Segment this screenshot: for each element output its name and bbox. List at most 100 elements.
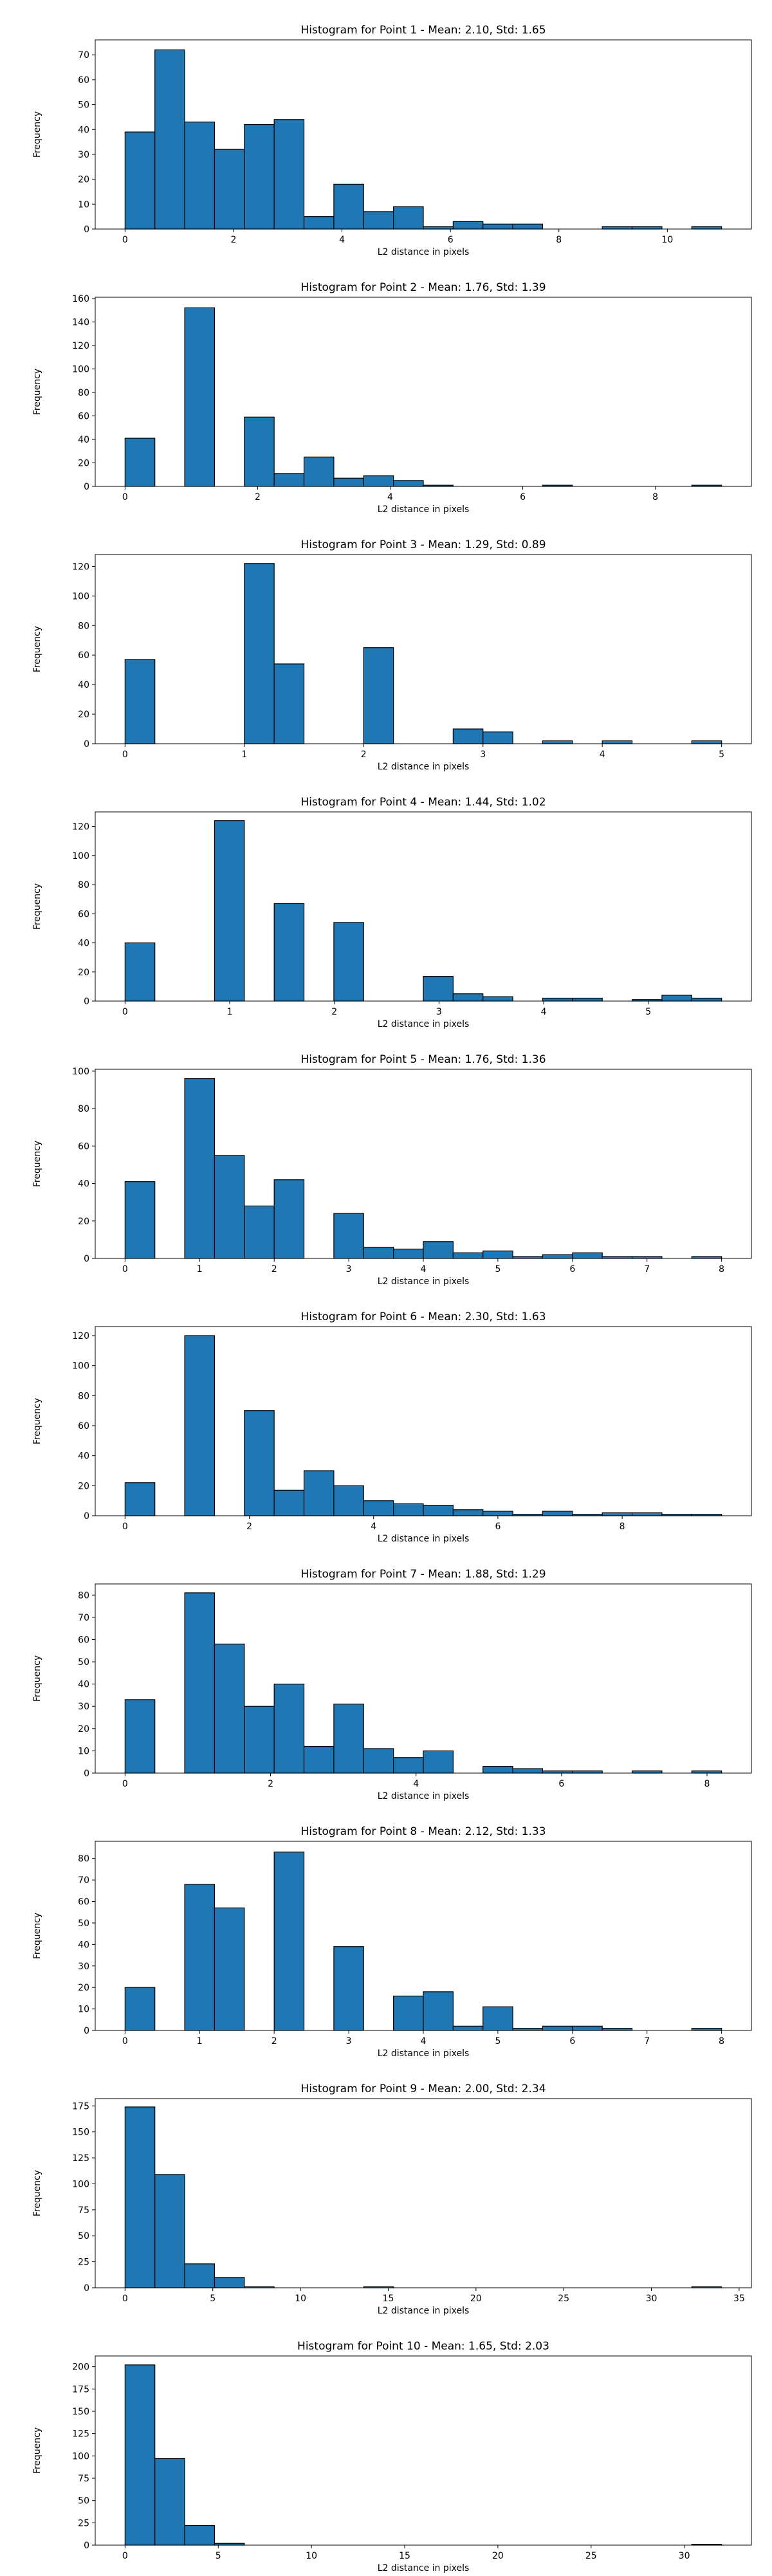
x-tick-label: 6 <box>520 492 526 502</box>
x-axis: 0 2 4 6 8 <box>122 486 658 502</box>
histogram-bar <box>244 563 275 744</box>
x-tick-label: 5 <box>719 750 724 760</box>
histogram-bar <box>184 1078 216 1259</box>
x-tick-label: 30 <box>646 2294 657 2304</box>
histogram-bar <box>124 2106 156 2288</box>
x-tick-label: 6 <box>448 235 454 245</box>
y-axis: 0 25 50 75 100 125 150 175 200 <box>72 2362 95 2551</box>
histogram-bar <box>244 416 275 487</box>
x-axis: 0 1 2 3 4 5 6 7 8 <box>122 2030 724 2047</box>
x-tick-label: 0 <box>122 235 128 245</box>
y-tick-label: 80 <box>78 1590 89 1601</box>
y-tick-label: 160 <box>72 294 89 304</box>
x-tick-label: 2 <box>361 750 367 760</box>
y-tick-label: 60 <box>78 75 89 86</box>
x-tick-label: 1 <box>197 1264 203 1274</box>
x-axis-label: L2 distance in pixels <box>378 504 470 515</box>
histogram-bar <box>452 221 484 230</box>
x-tick-label: 0 <box>122 1522 128 1532</box>
histogram-bar <box>124 1987 156 2031</box>
y-tick-label: 10 <box>78 1746 89 1756</box>
y-tick-label: 150 <box>72 2407 89 2417</box>
y-tick-label: 175 <box>72 2101 89 2111</box>
histogram-bar <box>273 1852 305 2031</box>
x-axis-label: L2 distance in pixels <box>378 1276 470 1287</box>
histogram-bar <box>512 1768 544 1774</box>
histogram-bar <box>273 1684 305 1774</box>
histogram-bar <box>124 659 156 744</box>
x-axis-label: L2 distance in pixels <box>378 1534 470 1544</box>
histogram-bar <box>214 1643 245 1774</box>
histogram-bar <box>452 728 484 744</box>
y-axis: 0 20 40 60 80 100 120 <box>72 1331 95 1522</box>
y-tick-label: 125 <box>72 2153 89 2164</box>
histogram-bar <box>303 1470 335 1516</box>
x-axis: 0 2 4 6 8 <box>122 1773 710 1789</box>
histogram-bar <box>512 223 544 230</box>
x-tick-label: 1 <box>227 1007 233 1017</box>
y-tick-label: 120 <box>72 1331 89 1341</box>
histogram-bar <box>184 122 216 230</box>
y-axis-label: Frequency <box>32 2427 42 2474</box>
y-tick-label: 70 <box>78 1875 89 1886</box>
y-axis-label: Frequency <box>32 369 42 415</box>
x-axis-label: L2 distance in pixels <box>378 2306 470 2316</box>
bars <box>124 2106 722 2288</box>
y-axis: 0 20 40 60 80 100 120 <box>72 562 95 750</box>
x-tick-label: 2 <box>255 492 261 502</box>
histogram-bar <box>452 1509 484 1516</box>
histogram-bar <box>542 1254 573 1259</box>
y-tick-label: 200 <box>72 2362 89 2373</box>
y-tick-label: 50 <box>78 2231 89 2241</box>
histogram-bar <box>154 2458 185 2546</box>
bars <box>124 820 722 1002</box>
chart-title: Histogram for Point 6 - Mean: 2.30, Std:… <box>300 1311 546 1323</box>
y-tick-label: 50 <box>78 1918 89 1929</box>
y-tick-label: 20 <box>78 1983 89 1993</box>
y-tick-label: 100 <box>72 1067 89 1077</box>
y-tick-label: 150 <box>72 2128 89 2138</box>
chart-title: Histogram for Point 3 - Mean: 1.29, Std:… <box>300 538 546 551</box>
x-tick-label: 8 <box>620 1522 625 1532</box>
x-tick-label: 8 <box>652 492 658 502</box>
x-tick-label: 3 <box>480 750 486 760</box>
histogram-bar <box>542 997 573 1002</box>
histogram-bar <box>691 740 722 744</box>
x-tick-label: 5 <box>495 1264 501 1274</box>
y-tick-label: 0 <box>84 739 89 750</box>
histogram-bar <box>214 2277 245 2288</box>
x-tick-label: 4 <box>339 235 345 245</box>
x-tick-label: 5 <box>645 1007 651 1017</box>
y-tick-label: 30 <box>78 150 89 160</box>
histogram-bar <box>572 997 603 1002</box>
x-tick-label: 5 <box>495 2036 501 2047</box>
histogram-bar <box>124 437 156 487</box>
x-tick-label: 35 <box>733 2294 745 2304</box>
histogram-bar <box>482 731 513 744</box>
y-axis: 0 20 40 60 80 100 120 <box>72 822 95 1007</box>
histogram-bar <box>452 1252 484 1259</box>
histogram-bar <box>602 226 633 230</box>
chart-title: Histogram for Point 10 - Mean: 1.65, Std… <box>297 2340 549 2353</box>
y-axis-label: Frequency <box>32 883 42 930</box>
x-tick-label: 4 <box>421 1264 427 1274</box>
y-axis-label: Frequency <box>32 1141 42 1187</box>
y-tick-label: 0 <box>84 2283 89 2294</box>
x-tick-label: 5 <box>216 2551 221 2561</box>
y-tick-label: 40 <box>78 1451 89 1462</box>
histogram-bar <box>273 119 305 230</box>
chart-panel-5: Histogram for Point 5 - Mean: 1.76, Std:… <box>32 1053 752 1287</box>
histogram-bar <box>303 216 335 230</box>
x-tick-label: 20 <box>470 2294 482 2304</box>
histogram-bar <box>273 903 305 1002</box>
x-tick-label: 0 <box>122 1264 128 1274</box>
histogram-bar <box>154 49 185 230</box>
axes-frame <box>95 297 752 487</box>
x-tick-label: 6 <box>495 1522 501 1532</box>
histogram-bar <box>423 1505 454 1516</box>
histogram-bar <box>333 1213 364 1259</box>
histogram-bar <box>124 1482 156 1516</box>
x-axis: 0 5 10 15 20 25 30 35 <box>122 2288 745 2304</box>
chart-panel-6: Histogram for Point 6 - Mean: 2.30, Std:… <box>32 1311 752 1544</box>
y-tick-label: 10 <box>78 199 89 210</box>
